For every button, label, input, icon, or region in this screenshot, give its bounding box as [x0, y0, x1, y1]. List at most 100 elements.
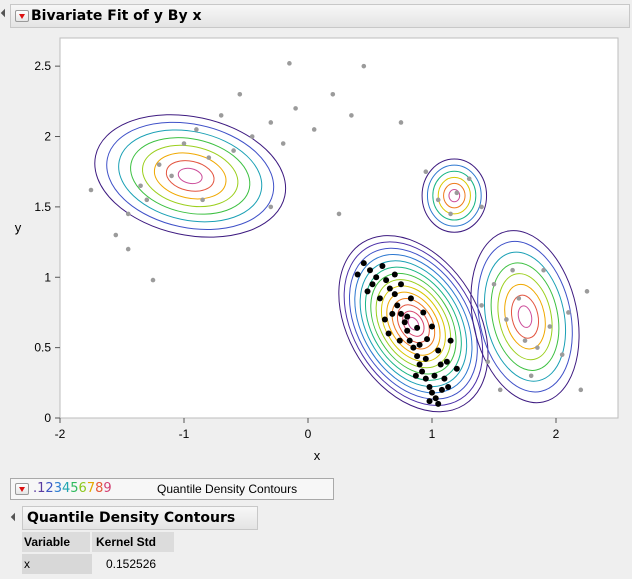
data-point[interactable]: [138, 183, 143, 189]
data-point-selected[interactable]: [410, 344, 417, 351]
data-point[interactable]: [194, 127, 199, 132]
data-point[interactable]: [249, 134, 255, 139]
data-point-selected[interactable]: [394, 302, 401, 309]
data-point[interactable]: [516, 296, 522, 301]
data-point-selected[interactable]: [407, 295, 414, 302]
data-point[interactable]: [559, 352, 565, 357]
red-triangle-menu-icon[interactable]: [15, 10, 29, 22]
data-point-selected[interactable]: [419, 368, 426, 375]
data-point-selected[interactable]: [404, 327, 411, 334]
data-point-selected[interactable]: [426, 398, 433, 405]
data-point-selected[interactable]: [391, 291, 398, 298]
data-point[interactable]: [504, 317, 509, 322]
data-point-selected[interactable]: [385, 330, 392, 337]
data-point-selected[interactable]: [445, 384, 452, 391]
data-point[interactable]: [293, 106, 298, 111]
data-point[interactable]: [547, 324, 553, 329]
data-point[interactable]: [566, 310, 571, 315]
data-point[interactable]: [361, 63, 367, 69]
data-point[interactable]: [541, 267, 546, 273]
data-point-selected[interactable]: [381, 316, 388, 323]
data-point[interactable]: [479, 303, 484, 308]
data-point[interactable]: [150, 277, 156, 283]
data-point[interactable]: [330, 91, 336, 97]
data-point-selected[interactable]: [422, 375, 429, 382]
data-point-selected[interactable]: [441, 375, 448, 382]
data-point-selected[interactable]: [438, 386, 445, 393]
data-point[interactable]: [535, 345, 540, 350]
data-point-selected[interactable]: [398, 281, 404, 288]
data-point-selected[interactable]: [376, 295, 383, 302]
data-point[interactable]: [497, 387, 503, 393]
data-point-selected[interactable]: [383, 277, 390, 284]
data-point-selected[interactable]: [391, 271, 398, 278]
data-point[interactable]: [578, 387, 584, 393]
data-point-selected[interactable]: [360, 260, 367, 267]
data-point-selected[interactable]: [435, 400, 442, 407]
data-point[interactable]: [398, 120, 404, 125]
data-point[interactable]: [584, 289, 590, 294]
data-point-selected[interactable]: [354, 271, 361, 278]
data-point[interactable]: [218, 113, 224, 118]
data-point-selected[interactable]: [447, 337, 454, 344]
data-point[interactable]: [125, 211, 131, 217]
data-point-selected[interactable]: [443, 358, 450, 365]
data-point-selected[interactable]: [432, 395, 439, 402]
data-point-selected[interactable]: [379, 263, 386, 269]
data-point[interactable]: [349, 113, 354, 118]
data-point-selected[interactable]: [396, 337, 403, 344]
data-point-selected[interactable]: [406, 337, 413, 344]
data-point-selected[interactable]: [431, 372, 438, 379]
data-point-selected[interactable]: [416, 361, 423, 368]
data-point[interactable]: [448, 211, 453, 217]
data-point-selected[interactable]: [422, 355, 429, 362]
data-point-selected[interactable]: [453, 365, 460, 372]
data-point-selected[interactable]: [401, 319, 408, 326]
data-point[interactable]: [287, 61, 292, 66]
data-point[interactable]: [200, 197, 205, 203]
data-point-selected[interactable]: [414, 353, 421, 360]
data-point-selected[interactable]: [420, 309, 427, 316]
data-point[interactable]: [280, 141, 286, 146]
data-point-selected[interactable]: [412, 372, 419, 379]
data-point-selected[interactable]: [429, 323, 435, 330]
data-point-selected[interactable]: [404, 313, 411, 320]
data-point-selected[interactable]: [398, 310, 404, 317]
bivariate-plot[interactable]: -2 -1 0 1 2 0 0.5 1 1.5 2 2.5 x y: [0, 30, 632, 470]
data-point[interactable]: [528, 373, 534, 379]
data-point[interactable]: [181, 141, 187, 146]
data-point-selected[interactable]: [389, 310, 396, 317]
data-point-selected[interactable]: [416, 341, 423, 348]
data-point-selected[interactable]: [424, 336, 431, 343]
data-point-selected[interactable]: [369, 281, 376, 288]
data-point[interactable]: [144, 197, 150, 203]
data-point-selected[interactable]: [367, 267, 373, 274]
data-point[interactable]: [311, 127, 317, 132]
data-point[interactable]: [522, 338, 528, 343]
data-point[interactable]: [113, 232, 119, 238]
data-point[interactable]: [485, 359, 491, 365]
data-point[interactable]: [510, 267, 515, 273]
data-point[interactable]: [336, 211, 342, 217]
data-point-selected[interactable]: [373, 274, 380, 281]
data-point[interactable]: [268, 204, 274, 210]
data-point-selected[interactable]: [364, 288, 371, 295]
data-point[interactable]: [88, 187, 94, 193]
data-point[interactable]: [454, 190, 460, 196]
data-point[interactable]: [125, 246, 131, 252]
data-point[interactable]: [237, 91, 243, 97]
data-point-selected[interactable]: [437, 361, 444, 368]
data-point[interactable]: [491, 281, 497, 287]
data-point[interactable]: [479, 204, 484, 210]
data-point-selected[interactable]: [426, 384, 433, 391]
data-point[interactable]: [206, 155, 212, 160]
data-point-selected[interactable]: [435, 347, 442, 354]
data-point[interactable]: [156, 162, 162, 167]
legend-menu-icon[interactable]: [15, 483, 29, 495]
data-point-selected[interactable]: [386, 285, 393, 292]
data-point-selected[interactable]: [429, 389, 435, 396]
data-point[interactable]: [231, 148, 236, 153]
data-point[interactable]: [466, 176, 472, 182]
data-point-selected[interactable]: [414, 324, 421, 331]
data-point[interactable]: [435, 197, 441, 203]
